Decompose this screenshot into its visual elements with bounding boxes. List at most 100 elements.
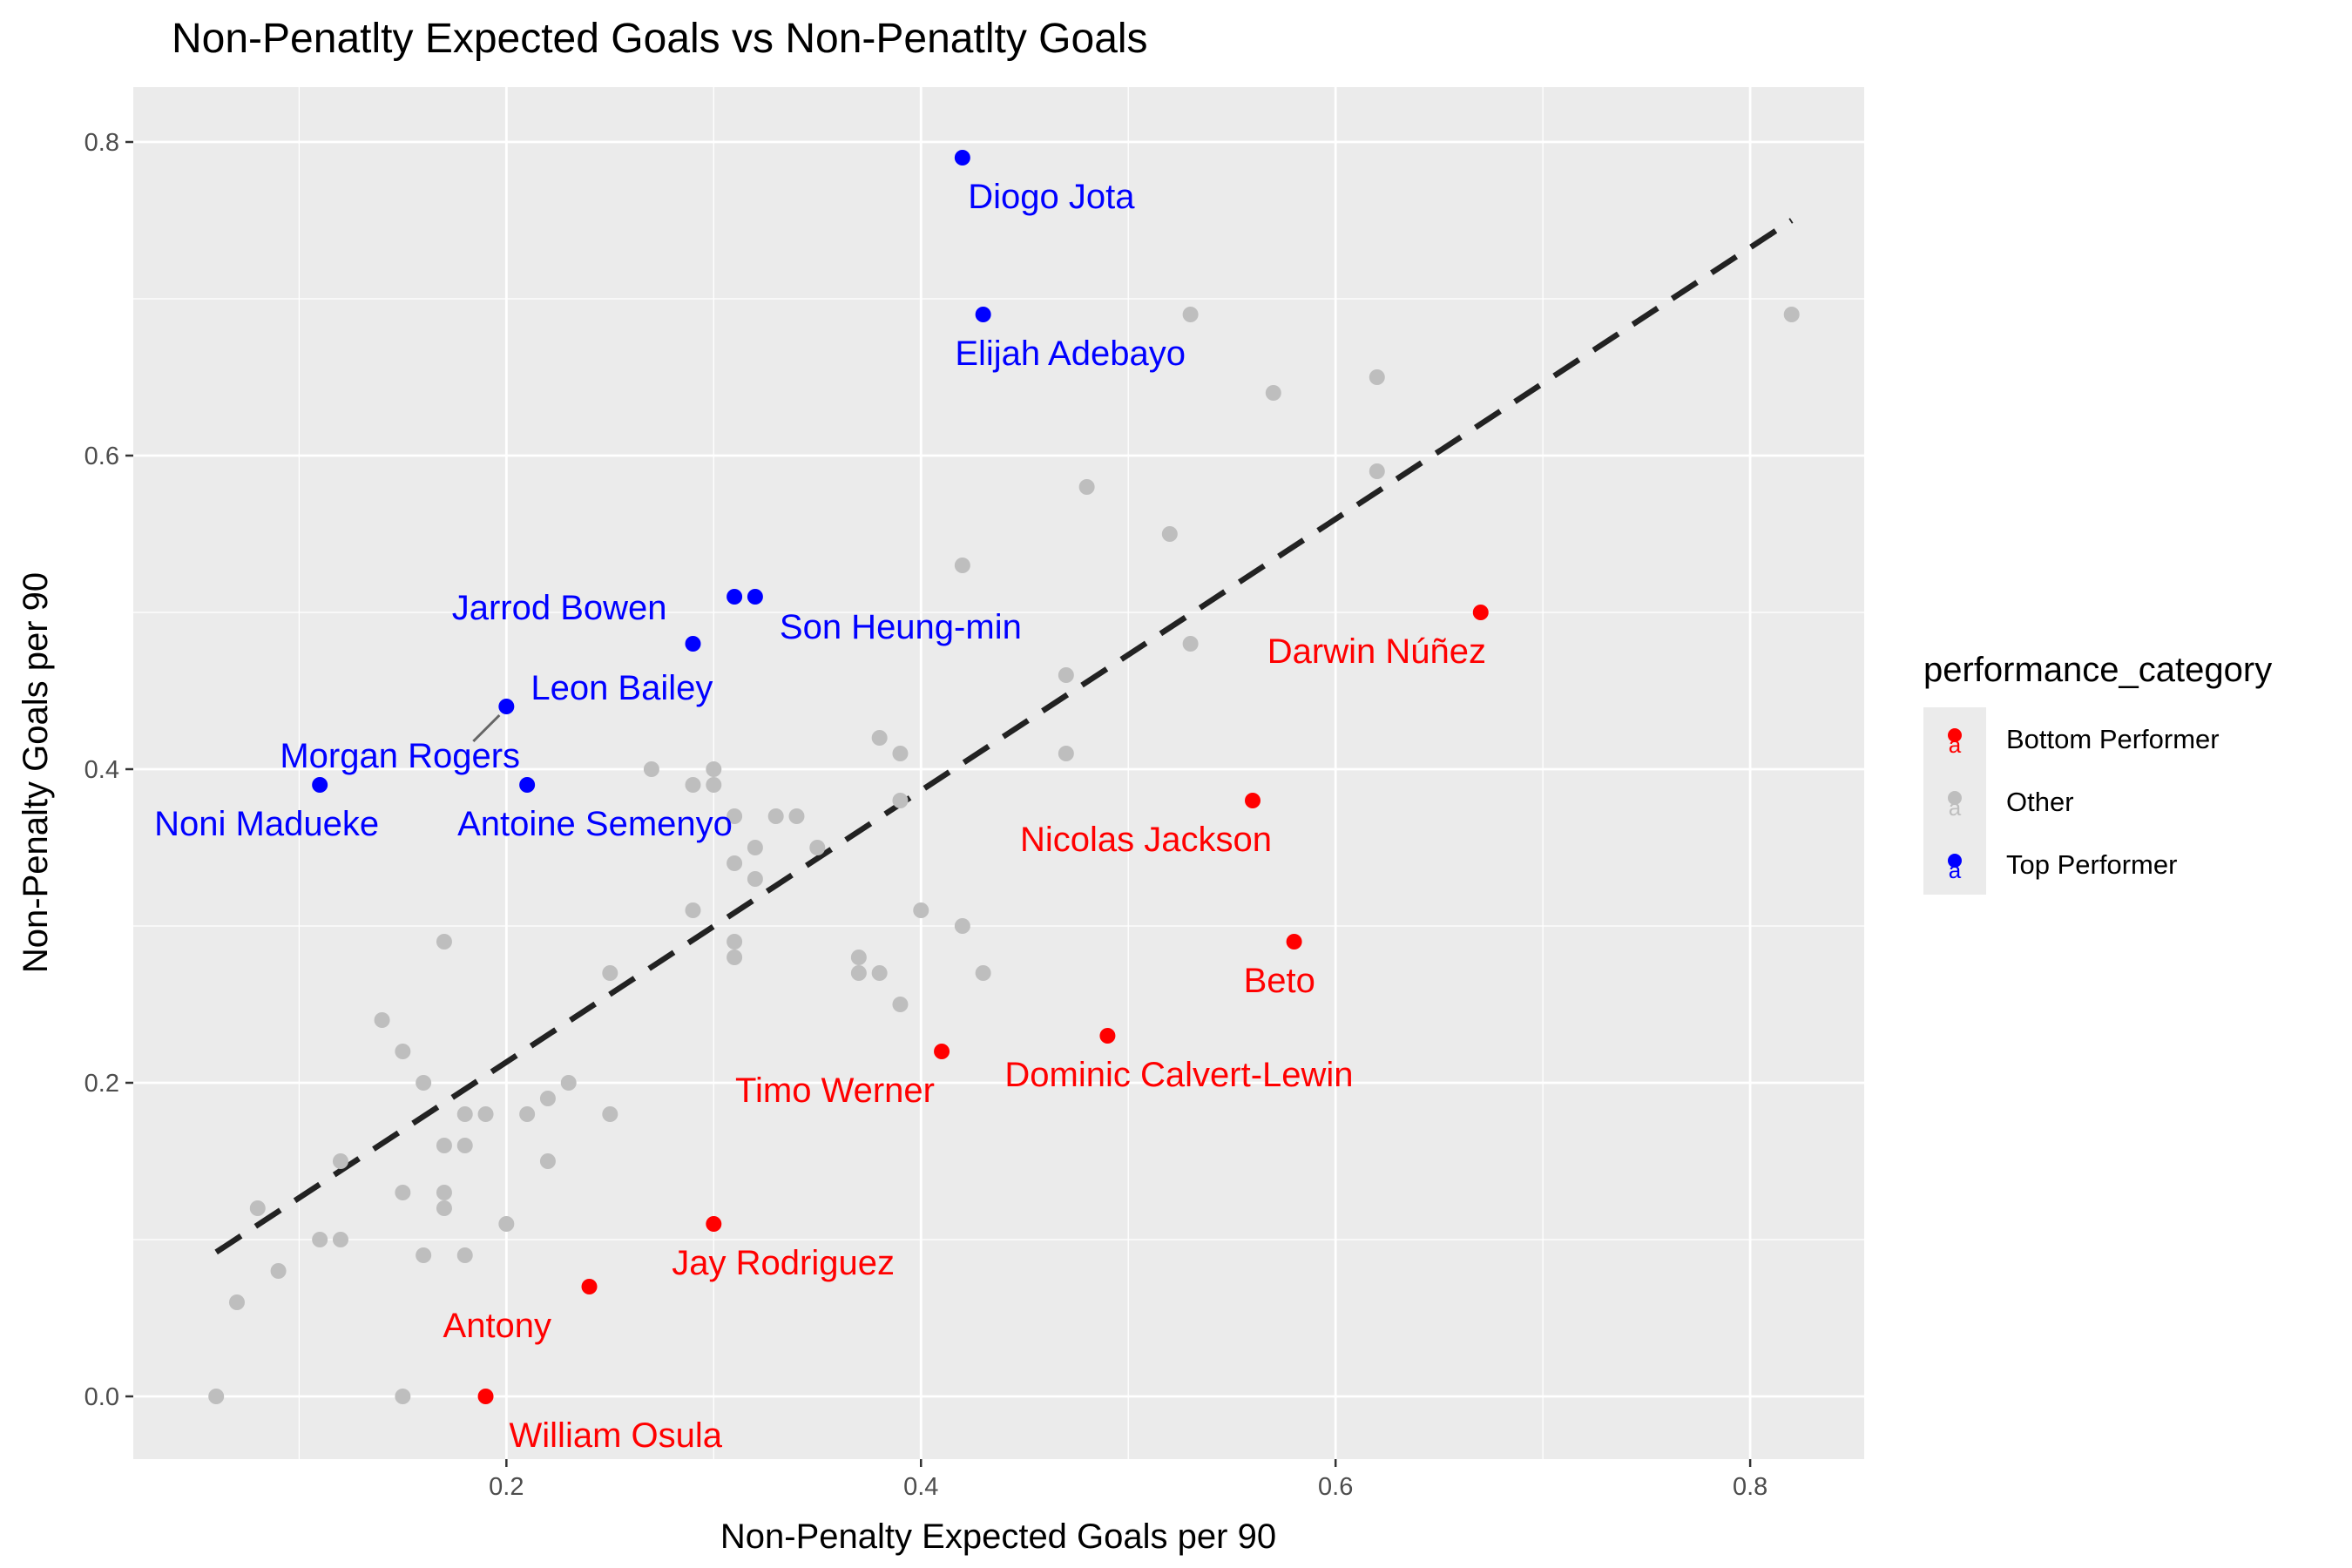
data-point: [519, 1106, 536, 1122]
data-point: [1265, 385, 1281, 401]
y-tick-label: 0.6: [84, 443, 119, 470]
data-point: [767, 808, 784, 824]
data-point: [685, 902, 701, 918]
data-point: [436, 1200, 452, 1216]
legend-title: performance_category: [1923, 651, 2272, 689]
data-point: [892, 746, 909, 761]
data-point: [1161, 526, 1178, 542]
data-point: [539, 1091, 556, 1106]
point-label: Morgan Rogers: [280, 737, 520, 775]
data-point: [934, 1044, 950, 1059]
data-point: [1058, 667, 1074, 683]
data-point: [456, 1106, 473, 1122]
point-label: Noni Madueke: [154, 805, 379, 843]
x-tick-label: 0.6: [1318, 1473, 1353, 1501]
data-point: [581, 1279, 598, 1294]
data-point: [1099, 1028, 1116, 1044]
data-point: [477, 1106, 494, 1122]
point-label: Antony: [443, 1307, 552, 1345]
data-point: [249, 1200, 266, 1216]
data-point: [498, 699, 515, 714]
data-point: [809, 840, 826, 855]
y-tick-label: 0.0: [84, 1383, 119, 1411]
data-point: [560, 1075, 577, 1091]
data-point: [332, 1153, 348, 1169]
data-point: [602, 1106, 618, 1122]
data-point: [498, 1216, 515, 1232]
x-tick-label: 0.2: [489, 1473, 524, 1501]
data-point: [602, 965, 618, 981]
label-leader-lines: [472, 713, 501, 743]
data-point: [975, 965, 991, 981]
data-point: [1078, 479, 1095, 495]
data-points: [208, 150, 1800, 1404]
data-point: [954, 150, 970, 166]
data-point: [519, 777, 536, 793]
y-axis-ticks: 0.0 0.2 0.4 0.6 0.8: [84, 129, 133, 1411]
point-labels: Diogo Jota Elijah Adebayo Jarrod Bowen Son …: [154, 178, 1486, 1455]
data-point: [975, 307, 991, 322]
data-point: [312, 777, 328, 793]
data-point: [1058, 746, 1074, 761]
point-label: Jarrod Bowen: [452, 589, 667, 627]
legend-label: Top Performer: [2006, 849, 2177, 880]
data-point: [416, 1247, 432, 1263]
legend-label: Other: [2006, 787, 2074, 817]
data-point: [954, 918, 970, 934]
data-point: [871, 730, 888, 746]
data-point: [456, 1247, 473, 1263]
data-point: [1182, 636, 1199, 652]
y-tick-label: 0.4: [84, 756, 119, 784]
data-point: [871, 965, 888, 981]
legend-key-glyph: a: [1949, 732, 1962, 758]
data-point: [706, 777, 722, 793]
data-point: [436, 1185, 452, 1200]
point-label: Nicolas Jackson: [1020, 821, 1272, 859]
x-tick-label: 0.8: [1733, 1473, 1767, 1501]
data-point: [892, 997, 909, 1012]
data-point: [228, 1294, 245, 1310]
data-point: [312, 1232, 328, 1247]
legend-key-point: [1948, 854, 1962, 868]
major-gridlines: [133, 87, 1864, 1459]
data-point: [1369, 463, 1385, 479]
data-point: [477, 1389, 494, 1404]
point-label: Timo Werner: [735, 1071, 935, 1110]
data-point: [1369, 369, 1385, 385]
point-label: William Osula: [510, 1416, 723, 1455]
reference-line: [214, 218, 1794, 1255]
point-label: Antoine Semenyo: [457, 805, 733, 843]
data-point: [685, 777, 701, 793]
data-point: [727, 808, 743, 824]
leader-line: [472, 713, 501, 743]
data-point: [395, 1389, 411, 1404]
point-label: Beto: [1244, 962, 1315, 1000]
x-tick-label: 0.4: [903, 1473, 938, 1501]
legend-key-point: [1948, 791, 1962, 805]
data-point: [850, 965, 867, 981]
y-tick-label: 0.8: [84, 129, 119, 157]
data-point: [685, 636, 701, 652]
data-point: [539, 1153, 556, 1169]
point-label: Leon Bailey: [531, 669, 713, 707]
data-point: [395, 1044, 411, 1059]
data-point: [643, 761, 659, 777]
point-label: Dominic Calvert-Lewin: [1004, 1056, 1353, 1094]
data-point: [727, 589, 743, 605]
data-point: [747, 589, 763, 605]
data-point: [416, 1075, 432, 1091]
data-point: [706, 1216, 722, 1232]
x-axis-title: Non-Penalty Expected Goals per 90: [720, 1517, 1276, 1556]
data-point: [727, 950, 743, 965]
data-point: [892, 793, 909, 808]
x-axis-ticks: 0.2 0.4 0.6 0.8: [489, 1459, 1767, 1501]
data-point: [436, 934, 452, 950]
point-label: Diogo Jota: [968, 178, 1135, 216]
legend-key-point: [1948, 728, 1962, 742]
data-point: [1286, 934, 1302, 950]
data-point: [1245, 793, 1261, 808]
legend-label: Bottom Performer: [2006, 724, 2220, 754]
data-point: [208, 1389, 225, 1404]
point-label: Jay Rodriguez: [672, 1244, 895, 1282]
